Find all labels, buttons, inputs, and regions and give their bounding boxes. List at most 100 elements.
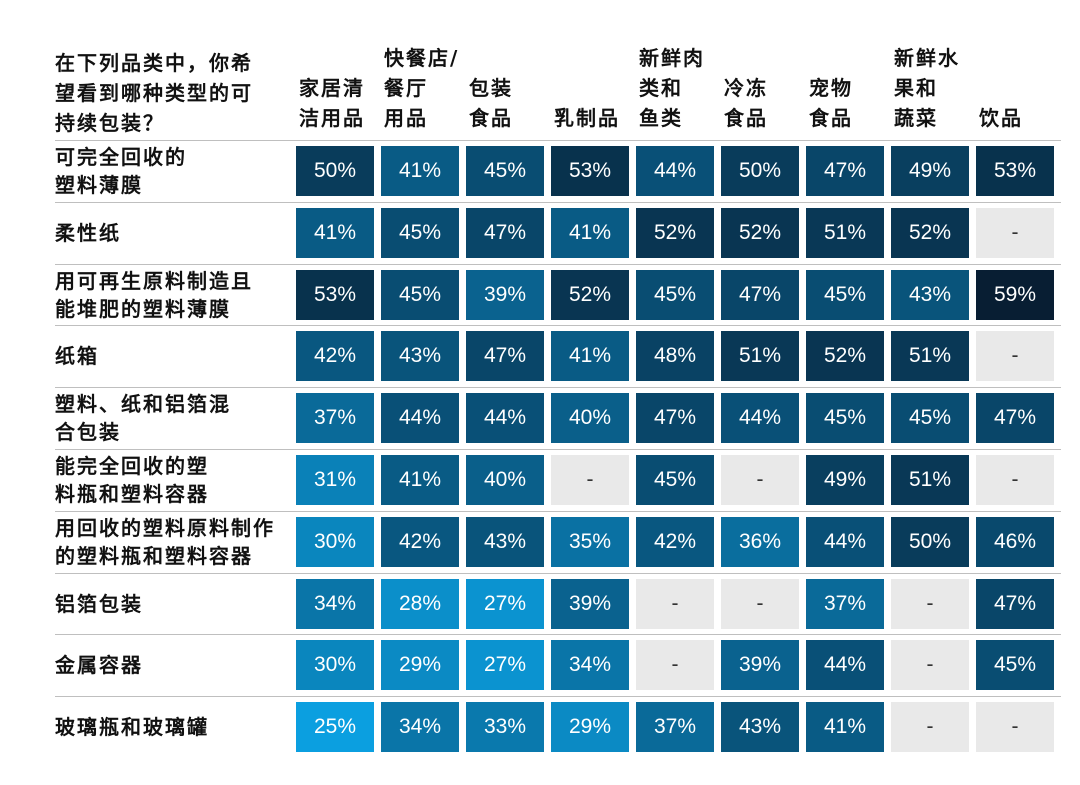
heatmap-cell: 41% [551,207,629,258]
heatmap-cell: 52% [551,269,629,320]
row-label: 柔性纸 [55,220,121,245]
row-separator [55,387,1061,389]
heatmap-cell-empty: - [891,640,969,691]
heatmap-cell: 31% [296,455,374,505]
row-separator [55,696,1061,698]
row-label: 金属容器 [55,653,143,678]
column-header: 新鲜水 果和 蔬菜 [894,46,960,130]
row-separator [55,201,1061,203]
heatmap-cell: 42% [296,331,374,382]
heatmap-cell-empty: - [976,331,1054,382]
column-header: 冷冻 食品 [724,76,768,130]
heatmap-cell-empty: - [721,578,799,629]
heatmap-cell: 44% [466,393,544,444]
heatmap-cell: 51% [721,331,799,382]
column-header: 快餐店/ 餐厅 用品 [384,46,460,130]
column-header: 饮品 [979,106,1023,130]
row-label: 用可再生原料制造且 能堆肥的塑料薄膜 [55,268,253,321]
heatmap-cell-empty: - [721,455,799,505]
row-separator [55,510,1061,512]
heatmap-cell: 45% [891,393,969,444]
heatmap-cell: 29% [381,640,459,691]
heatmap-cell: 39% [551,578,629,629]
heatmap-cell: 41% [806,702,884,753]
heatmap-cell: 34% [551,640,629,691]
heatmap-cell: 51% [806,207,884,258]
heatmap-cell: 27% [466,640,544,691]
row-label: 铝箔包装 [55,591,143,616]
heatmap-cell: 34% [296,578,374,629]
heatmap-cell: 45% [636,269,714,320]
heatmap-cell: 43% [466,516,544,567]
column-header: 家居清 洁用品 [299,76,365,130]
heatmap-cell-empty: - [891,702,969,753]
heatmap-cell: 53% [551,146,629,196]
heatmap-cell: 47% [636,393,714,444]
heatmap-cell: 43% [891,269,969,320]
heatmap-cell: 47% [976,393,1054,444]
heatmap-cell: 45% [806,269,884,320]
heatmap-cell: 27% [466,578,544,629]
row-label: 塑料、纸和铝箔混 合包装 [55,392,231,445]
heatmap-cell-empty: - [551,455,629,505]
heatmap-cell-empty: - [636,578,714,629]
heatmap-cell: 52% [891,207,969,258]
heatmap-cell: 37% [296,393,374,444]
heatmap-cell: 35% [551,516,629,567]
heatmap-cell: 28% [381,578,459,629]
heatmap-cell: 45% [806,393,884,444]
heatmap-cell: 50% [891,516,969,567]
heatmap-cell: 45% [466,146,544,196]
heatmap-cell: 25% [296,702,374,753]
heatmap-cell: 42% [636,516,714,567]
heatmap-cell: 47% [721,269,799,320]
heatmap-cell: 47% [466,207,544,258]
heatmap-cell: 44% [636,146,714,196]
heatmap-cell: 45% [976,640,1054,691]
heatmap-cell: 53% [976,146,1054,196]
row-separator [55,325,1061,327]
corner-question-label: 在下列品类中，你希 望看到哪种类型的可 持续包装？ [55,51,253,135]
row-label: 能完全回收的塑 料瓶和塑料容器 [55,454,209,506]
heatmap-cell-empty: - [976,207,1054,258]
heatmap-cell: 34% [381,702,459,753]
heatmap-cell: 41% [381,455,459,505]
heatmap-cell: 52% [721,207,799,258]
heatmap-cell: 30% [296,516,374,567]
heatmap-cell: 41% [381,146,459,196]
heatmap-cell: 41% [296,207,374,258]
heatmap-cell: 33% [466,702,544,753]
heatmap-cell: 51% [891,331,969,382]
heatmap-cell: 59% [976,269,1054,320]
heatmap-cell-empty: - [976,455,1054,505]
heatmap-cell: 37% [636,702,714,753]
heatmap-cell-empty: - [891,578,969,629]
row-separator [55,634,1061,636]
heatmap-cell: 50% [721,146,799,196]
heatmap-cell: 47% [976,578,1054,629]
heatmap-cell: 47% [806,146,884,196]
heatmap-cell: 52% [806,331,884,382]
heatmap-cell: 29% [551,702,629,753]
column-header: 宠物 食品 [809,76,853,130]
heatmap-cell: 51% [891,455,969,505]
row-separator [55,140,1061,141]
heatmap-cell: 30% [296,640,374,691]
heatmap-cell: 45% [636,455,714,505]
heatmap-cell: 39% [721,640,799,691]
heatmap-cell: 53% [296,269,374,320]
heatmap-cell: 43% [721,702,799,753]
row-label: 用回收的塑料原料制作 的塑料瓶和塑料容器 [55,515,275,568]
heatmap-cell: 39% [466,269,544,320]
heatmap-cell: 40% [466,455,544,505]
row-separator [55,572,1061,574]
heatmap-cell: 44% [381,393,459,444]
heatmap-cell: 44% [806,640,884,691]
heatmap-cell: 36% [721,516,799,567]
heatmap-cell: 37% [806,578,884,629]
heatmap-cell: 47% [466,331,544,382]
heatmap-cell: 44% [806,516,884,567]
heatmap-cell: 50% [296,146,374,196]
heatmap-cell: 46% [976,516,1054,567]
